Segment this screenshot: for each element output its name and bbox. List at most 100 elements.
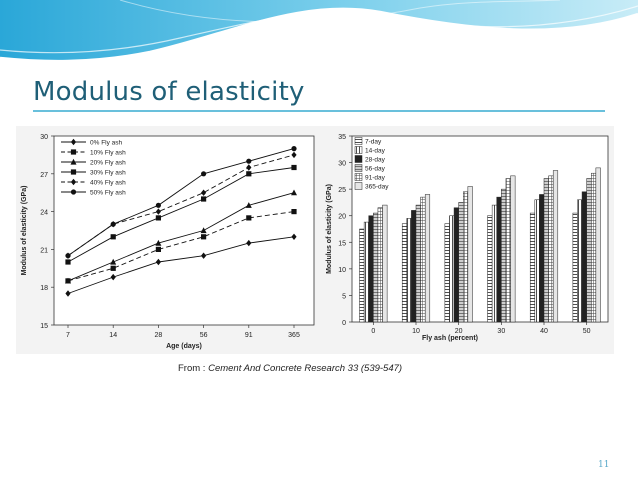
bar-7-day [529,212,536,323]
series-line-3 [67,192,295,282]
data-point [155,208,161,215]
data-point [65,253,71,259]
bar-28-day [539,194,545,323]
data-point [155,215,161,221]
bar-chart-legend: 7-day 14-day 28-day 56-day 91-day 365-day [354,137,389,191]
bar-365-day [424,194,431,323]
legend-marker [70,158,77,165]
data-point [246,171,252,177]
data-point [291,189,297,196]
data-point [201,189,207,196]
data-point [291,146,297,152]
data-point [201,171,207,177]
series-line-5 [67,154,295,257]
x-tick-label: 10 [412,328,420,335]
y-tick-label: 0 [342,320,346,327]
data-point [291,151,297,159]
bar-14-day [363,221,369,323]
bar-56-day [501,188,507,323]
data-point [110,221,116,227]
x-tick-label: 56 [200,332,208,339]
legend-swatch [354,164,363,172]
data-point [110,265,116,271]
x-tick-label: 50 [583,328,591,335]
y-tick-label: 15 [338,240,346,247]
y-tick-label: 27 [40,172,48,179]
x-tick-label: 91 [245,332,253,339]
bar-91-day [591,172,597,323]
series-line-6 [67,148,295,257]
data-point [201,196,207,202]
plot-area [351,135,609,323]
data-point [65,277,71,284]
y-tick-label: 5 [342,293,346,300]
bar-14-day [491,204,497,323]
source-prefix: From : [178,363,209,374]
data-point [245,202,252,208]
bar-91-day [420,196,426,323]
data-point [110,234,116,240]
legend-swatch [354,146,363,154]
legend-marker [70,149,77,155]
legend-label: 0% Fly ash [90,140,123,147]
bar-28-day [453,207,459,323]
legend-marker [70,189,77,195]
y-tick-label: 24 [40,210,48,217]
bar-365-day [595,167,601,323]
y-tick-label: 10 [338,267,346,274]
y-tick-label: 18 [40,285,48,292]
bar-7-day [444,223,450,323]
legend-label: 10% Fly ash [90,150,126,157]
legend-label: 7-day [365,139,382,146]
bar-7-day [487,215,493,323]
data-point [155,246,161,252]
legend-label: 50% Fly ash [90,190,126,197]
legend-label: 91-day [365,175,386,182]
data-point [246,215,252,221]
x-tick-label: 28 [155,332,163,339]
series-line-1 [67,236,295,294]
y-tick-label: 20 [338,214,346,221]
bar-14-day [577,199,583,323]
x-axis-title: Age (days) [166,343,202,350]
legend-label: 30% Fly ash [90,170,126,177]
bar-28-day [368,215,374,323]
source-reference: Cement And Concrete Research 33 (539-547… [208,363,403,374]
legend-marker [70,169,77,175]
data-point [155,202,161,208]
data-point [201,252,207,259]
legend-swatch [354,173,363,181]
data-point [155,258,161,266]
page-number: 11 [598,460,610,470]
legend-swatch [354,137,363,145]
legend-label: 28-day [365,157,386,164]
bar-14-day [406,218,412,323]
data-point [65,259,71,265]
y-tick-label: 21 [40,247,48,254]
line-chart-modulus-vs-age: 15 18 21 24 27 30 7 14 28 56 91 365 Age (days) Modulu… [21,134,315,350]
bar-91-day [505,178,511,323]
y-axis-title: Modulus of elasticity (GPa) [21,186,28,276]
legend-label: 20% Fly ash [90,160,126,167]
legend-label: 365-day [365,184,389,191]
bar-28-day [411,210,417,323]
bar-365-day [552,170,559,323]
y-axis-title: Modulus of elasticity (GPa) [326,184,333,274]
y-tick-label: 30 [40,134,48,141]
title-underline [33,110,605,112]
bar-91-day [548,175,554,323]
data-point [155,239,162,246]
x-axis-title: Fly ash (percent) [422,335,478,342]
legend-swatch [354,182,363,190]
data-point [291,209,297,215]
legend-label: 40% Fly ash [90,180,126,187]
legend-label: 14-day [365,148,386,155]
bar-chart-modulus-vs-flyash: 0 5 10 15 20 25 30 35 0 10 20 30 40 50 Fly ash (percen… [326,134,609,342]
bar-28-day [581,191,587,323]
legend-label: 56-day [365,166,386,173]
bar-365-day [382,204,388,323]
data-point [291,233,297,240]
legend-swatch [354,155,363,163]
y-tick-label: 25 [338,187,346,194]
bar-56-day [415,204,421,323]
